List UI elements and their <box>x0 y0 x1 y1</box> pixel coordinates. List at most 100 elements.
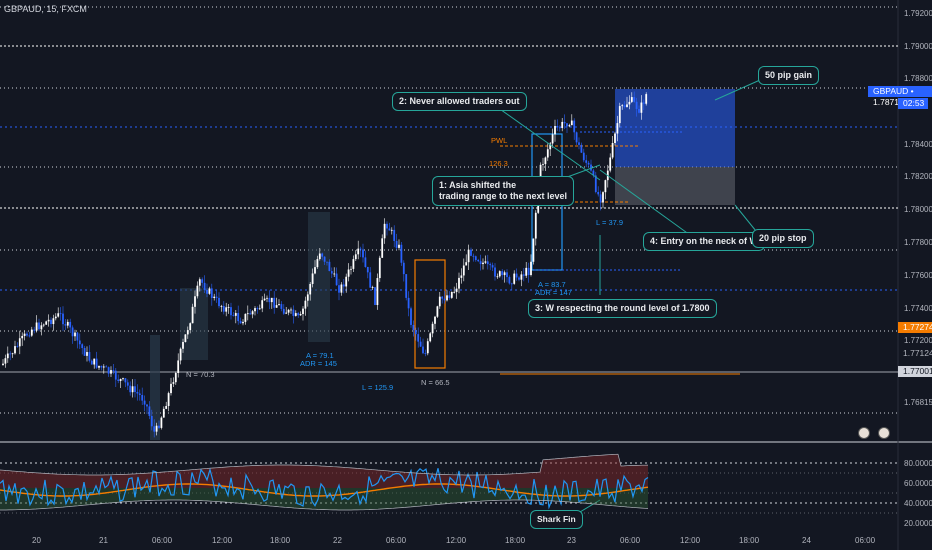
stat-label: A = 83.7 <box>538 280 566 289</box>
candle-body <box>347 269 350 277</box>
candle-body <box>609 157 612 171</box>
candle-body <box>448 295 451 298</box>
candle-body <box>330 271 333 274</box>
candle-body <box>400 244 403 263</box>
candle-body <box>335 273 338 286</box>
time-label: 23 <box>567 536 576 545</box>
candle-body <box>628 101 631 105</box>
candle-body <box>424 353 427 355</box>
candle-body <box>513 273 516 284</box>
candle-body <box>179 348 182 361</box>
annotation-w-round-level[interactable]: 3: W respecting the round level of 1.780… <box>528 299 717 318</box>
candle-body <box>412 324 415 330</box>
candle-body <box>23 333 26 336</box>
rsi-axis-label: 80.0000 <box>904 459 932 468</box>
time-label: 22 <box>333 536 342 545</box>
annotation-pip-gain[interactable]: 50 pip gain <box>758 66 820 85</box>
annotation-shark-fin[interactable]: Shark Fin <box>530 510 583 529</box>
candle-body <box>311 273 314 284</box>
target-zone[interactable] <box>615 89 735 167</box>
annotation-entry-neck[interactable]: 4: Entry on the neck of W <box>643 232 766 251</box>
level-badge: 1.77124 <box>903 348 932 358</box>
candle-body <box>33 329 36 331</box>
candle-body <box>498 271 501 277</box>
candle-body <box>54 316 57 319</box>
candle-body <box>611 143 614 158</box>
candle-body <box>544 157 547 165</box>
candle-body <box>563 121 566 124</box>
annotation-pip-stop[interactable]: 20 pip stop <box>752 229 814 248</box>
candle-body <box>441 296 444 299</box>
candle-body <box>386 223 388 229</box>
rsi-axis-label: 40.0000 <box>904 499 932 508</box>
stat-label: N = 66.5 <box>421 378 450 387</box>
candle-body <box>290 309 292 311</box>
candle-body <box>438 296 441 307</box>
stat-label: L = 37.9 <box>596 218 624 227</box>
stat-label: ADR = 145 <box>300 359 337 368</box>
candle-body <box>381 238 384 258</box>
candle-body <box>633 97 636 102</box>
candle-body <box>578 142 580 145</box>
candle-body <box>45 321 48 325</box>
candle-body <box>285 312 288 314</box>
candle-body <box>472 255 475 257</box>
level-lines <box>0 6 898 414</box>
candle-body <box>275 305 278 308</box>
annotation-asia-shift-line1: 1: Asia shifted the <box>439 180 517 190</box>
candle-body <box>446 295 448 301</box>
candle-body <box>90 360 93 365</box>
candle-body <box>443 298 446 301</box>
replay-icon[interactable] <box>858 427 870 439</box>
candle-body <box>580 144 583 153</box>
level-badge: 1.77274 <box>898 322 932 333</box>
candle-body <box>359 248 362 250</box>
candle-body <box>155 425 158 432</box>
candle-body <box>244 313 247 322</box>
candle-body <box>383 223 386 239</box>
avatar-icon[interactable] <box>878 427 890 439</box>
annotation-never-allowed[interactable]: 2: Never allowed traders out <box>392 92 527 111</box>
candle-body <box>26 333 28 336</box>
candle-body <box>587 162 590 165</box>
candle-body <box>218 297 220 307</box>
candle-body <box>549 143 552 150</box>
candle-body <box>357 248 360 255</box>
candle-body <box>542 164 544 165</box>
candle-body <box>573 120 576 133</box>
candle-body <box>162 408 165 418</box>
annotation-asia-shift[interactable]: 1: Asia shifted the trading range to the… <box>432 176 575 206</box>
symbol-header[interactable]: GBPAUD, 15, FXCM <box>4 4 87 14</box>
candlestick-series <box>2 91 648 438</box>
candle-body <box>158 425 160 428</box>
candle-body <box>570 120 573 126</box>
stop-zone[interactable] <box>615 167 735 205</box>
candle-body <box>645 94 648 104</box>
candle-body <box>251 311 254 315</box>
candle-body <box>640 102 643 113</box>
candle-body <box>340 284 343 293</box>
candle-body <box>117 379 120 381</box>
candle-body <box>561 121 564 129</box>
candle-body <box>282 308 285 314</box>
candle-body <box>172 382 175 384</box>
candle-body <box>388 228 391 231</box>
candle-body <box>352 259 355 269</box>
candle-body <box>9 353 12 355</box>
candle-body <box>395 240 398 248</box>
rsi-pane[interactable] <box>0 453 898 514</box>
candle-body <box>52 318 55 325</box>
candle-body <box>112 370 115 371</box>
candle-body <box>479 261 482 265</box>
candle-body <box>585 160 588 163</box>
candle-body <box>107 367 110 374</box>
current-price-badge[interactable]: GBPAUD • 1.78715 <box>868 86 932 107</box>
candle-body <box>489 264 492 266</box>
candle-body <box>222 305 225 312</box>
candle-body <box>198 279 201 286</box>
candle-body <box>81 344 84 348</box>
candle-body <box>362 249 364 258</box>
candle-body <box>256 308 259 310</box>
candle-body <box>309 283 312 295</box>
